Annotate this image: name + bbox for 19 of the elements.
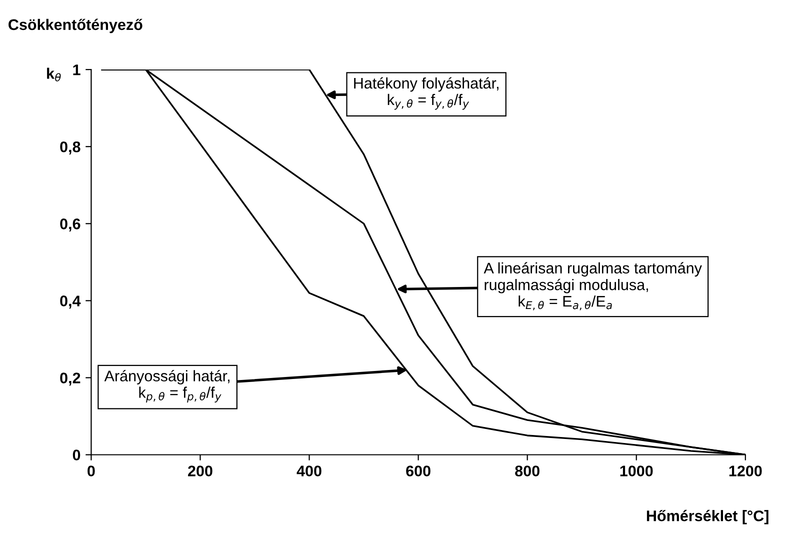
x-tick-label: 400 — [296, 466, 322, 476]
x-tick-label: 1200 — [729, 466, 762, 476]
annotation: Hatékony folyáshatár, k$_{y,θ}$ = f$_{y,θ}$/f$_{y}$ — [354, 77, 498, 110]
x-tick-label: 600 — [406, 466, 430, 476]
y-tick-label: 0,2 — [60, 372, 80, 386]
y-tick-label: 0 — [72, 450, 80, 460]
x-tick-label: 200 — [188, 466, 212, 476]
y-axis-title: Csökkentőtényező — [8, 18, 142, 34]
y-tick-label: 0,8 — [60, 141, 80, 154]
x-axis-title: Hőmérséklet [°C] — [646, 510, 768, 524]
x-tick-label: 1000 — [620, 466, 653, 476]
y-tick-label: 0,4 — [60, 296, 81, 309]
y-tick-label: 1 — [73, 64, 80, 76]
x-tick-label: 0 — [88, 466, 95, 476]
text: k$_{θ}$ — [47, 68, 61, 82]
y-tick-label: 0,6 — [60, 218, 80, 232]
annotation: Arányossági határ, k$_{p,θ}$ = f$_{p,θ}$/f$_{y}$ — [104, 370, 230, 402]
x-tick-label: 800 — [515, 466, 540, 476]
annotation: A lineárisan rugalmas tartomány rugalmassági modulusa, k$_{E,θ}$ = E$_{a,θ}$/E$_{a}$ — [484, 262, 702, 310]
